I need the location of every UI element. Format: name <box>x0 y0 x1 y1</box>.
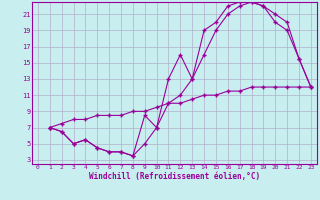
X-axis label: Windchill (Refroidissement éolien,°C): Windchill (Refroidissement éolien,°C) <box>89 172 260 181</box>
